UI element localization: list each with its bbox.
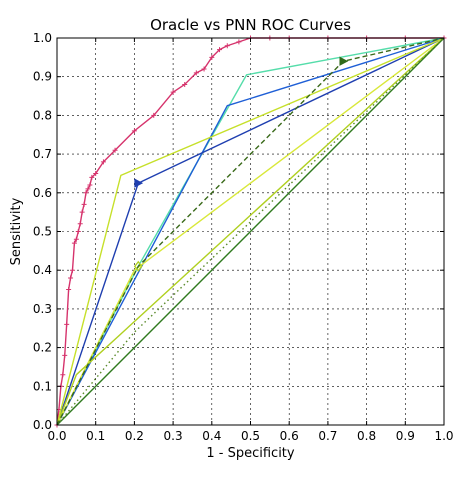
roc-series-point bbox=[131, 128, 137, 134]
roc-series-point bbox=[201, 66, 207, 72]
roc-series-line-5 bbox=[56, 37, 445, 426]
roc-series-point bbox=[69, 267, 75, 273]
x-tick-label: 0.0 bbox=[47, 429, 66, 443]
roc-series-point bbox=[64, 321, 70, 327]
x-tick-label: 0.9 bbox=[396, 429, 415, 443]
roc-series-point bbox=[75, 229, 81, 234]
roc-series-point bbox=[77, 221, 83, 227]
roc-series-point bbox=[68, 275, 74, 281]
roc-series-point bbox=[182, 81, 188, 87]
diamond-marker bbox=[133, 260, 143, 272]
x-tick-label: 0.4 bbox=[202, 429, 221, 443]
roc-series-point bbox=[236, 39, 242, 45]
x-tick-label: 0.3 bbox=[164, 429, 183, 443]
roc-series-line-8 bbox=[56, 37, 445, 426]
roc-series-point bbox=[79, 209, 85, 215]
x-tick-label: 0.2 bbox=[125, 429, 144, 443]
roc-series-point bbox=[87, 182, 93, 188]
roc-series-point bbox=[60, 372, 66, 378]
y-tick-label: 0.3 bbox=[33, 302, 52, 316]
y-tick-label: 0.7 bbox=[33, 147, 52, 161]
roc-series-point bbox=[151, 112, 157, 118]
marker-layer bbox=[133, 56, 349, 272]
roc-series-point bbox=[170, 89, 176, 95]
roc-series-line-6 bbox=[56, 37, 445, 426]
roc-series-point bbox=[209, 54, 215, 60]
roc-series-point bbox=[81, 201, 87, 207]
roc-series-point bbox=[85, 186, 91, 192]
tick-layer: 0.0 0.1 0.2 0.3 0.4 0.5 0.6 0.7 0.8 0.9 1.0 0.0 0.1 0… bbox=[33, 31, 454, 443]
roc-series-point bbox=[112, 147, 118, 153]
series-layer bbox=[54, 35, 447, 428]
roc-series-line-3 bbox=[56, 37, 445, 426]
x-tick-label: 1.0 bbox=[434, 429, 453, 443]
y-tick-label: 0.1 bbox=[33, 379, 52, 393]
roc-series-point bbox=[224, 43, 230, 49]
y-tick-label: 0.4 bbox=[33, 263, 52, 277]
chart-title: Oracle vs PNN ROC Curves bbox=[150, 16, 351, 34]
roc-series-line-9 bbox=[56, 37, 445, 426]
roc-series-point bbox=[62, 352, 68, 358]
roc-series-point bbox=[66, 287, 72, 293]
x-tick-label: 0.6 bbox=[280, 429, 299, 443]
x-tick-label: 0.1 bbox=[86, 429, 105, 443]
x-axis-title: 1 - Specificity bbox=[206, 446, 295, 461]
y-axis-title: Sensitivity bbox=[9, 197, 24, 265]
roc-series-point bbox=[83, 190, 89, 196]
y-tick-label: 0.8 bbox=[33, 108, 52, 122]
x-tick-label: 0.5 bbox=[241, 429, 260, 443]
y-tick-label: 0.2 bbox=[33, 341, 52, 355]
y-tick-label: 0.5 bbox=[33, 225, 52, 239]
roc-series-line-10 bbox=[56, 37, 445, 426]
roc-series-point bbox=[100, 159, 106, 165]
y-tick-label: 0.6 bbox=[33, 186, 52, 200]
roc-series-point bbox=[89, 174, 95, 180]
y-tick-label: 0.0 bbox=[33, 418, 52, 432]
roc-series-point bbox=[71, 240, 77, 246]
roc-series-point bbox=[193, 70, 199, 76]
triangle-marker bbox=[134, 178, 144, 188]
triangle-marker bbox=[339, 56, 349, 66]
roc-series-point bbox=[217, 47, 223, 53]
x-tick-label: 0.7 bbox=[318, 429, 337, 443]
roc-series-point bbox=[73, 236, 79, 242]
x-tick-label: 0.8 bbox=[357, 429, 376, 443]
roc-series-point bbox=[93, 170, 99, 176]
y-tick-label: 0.9 bbox=[33, 70, 52, 84]
y-tick-label: 1.0 bbox=[33, 31, 52, 45]
